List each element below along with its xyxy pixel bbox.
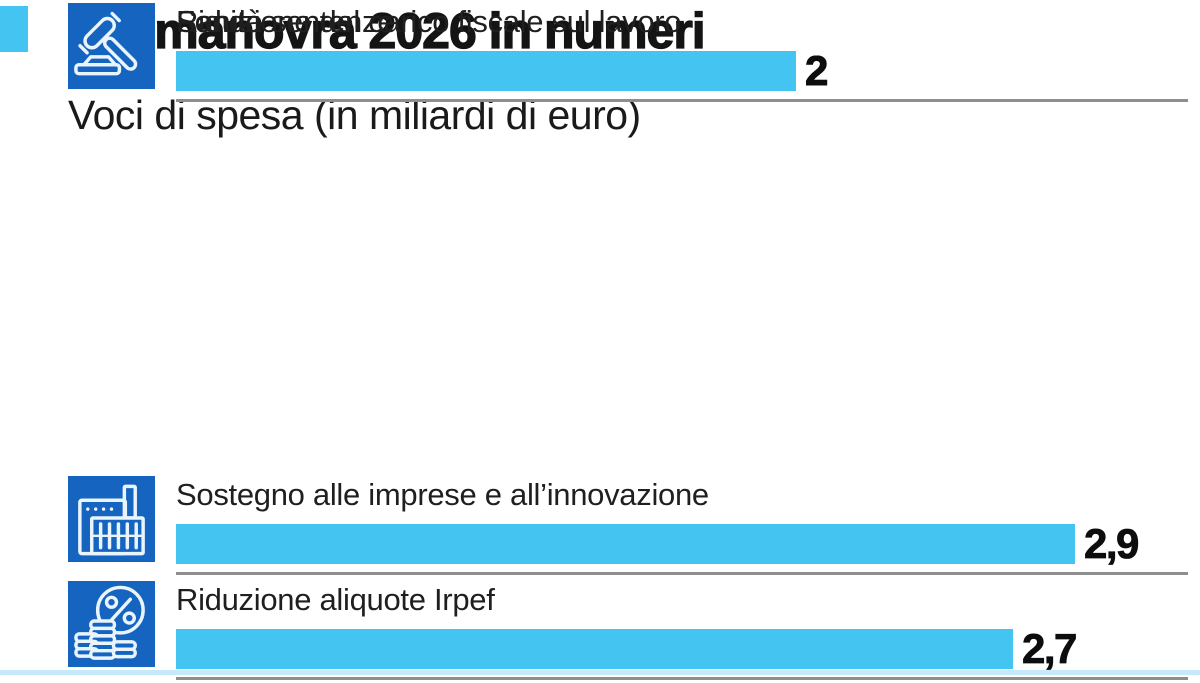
coins-percent-icon <box>68 581 155 667</box>
row-separator <box>176 677 1188 680</box>
bar-value: 2 <box>805 47 829 94</box>
bottom-cutoff-strip <box>0 670 1200 675</box>
row-label: Sostegno alle imprese e all’innovazione <box>176 477 709 512</box>
row-label: Fondo sentenze <box>176 4 395 39</box>
row-label: Riduzione aliquote Irpef <box>176 582 495 617</box>
bar-value: 2 <box>805 47 829 94</box>
row-label: Riduzione del carico fiscale sul lavoro <box>176 4 682 39</box>
row-separator <box>176 99 1188 102</box>
row-label: Sanità <box>176 4 263 39</box>
bar-value: 2 <box>805 47 829 94</box>
page-title: La manovra 2026 in numeri <box>84 2 706 59</box>
bar <box>176 524 1075 564</box>
title-accent-square <box>0 6 28 52</box>
bar-value: 2,9 <box>1084 520 1140 567</box>
chart-row: Fondo sentenze 2 <box>68 0 1190 105</box>
chart-row: Sostegno alle imprese e all’innovazione … <box>68 473 1190 578</box>
bar <box>176 629 1013 669</box>
gavel-icon <box>68 3 155 89</box>
factory-icon <box>68 476 155 562</box>
bar <box>176 51 796 91</box>
row-separator <box>176 572 1188 575</box>
bar-value: 2,7 <box>1022 625 1078 672</box>
chart-row: Riduzione aliquote Irpef 2,7 <box>68 578 1190 683</box>
